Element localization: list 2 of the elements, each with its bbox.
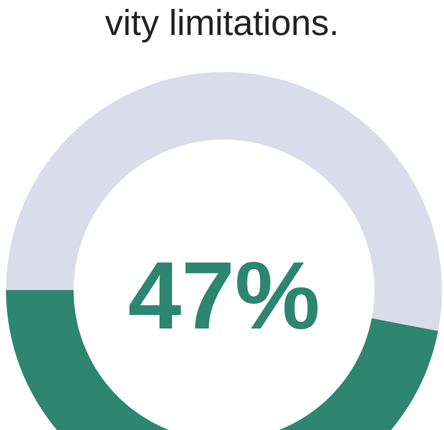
- chart-title: vity limitations.: [104, 2, 340, 44]
- data-label: 47%: [128, 242, 320, 350]
